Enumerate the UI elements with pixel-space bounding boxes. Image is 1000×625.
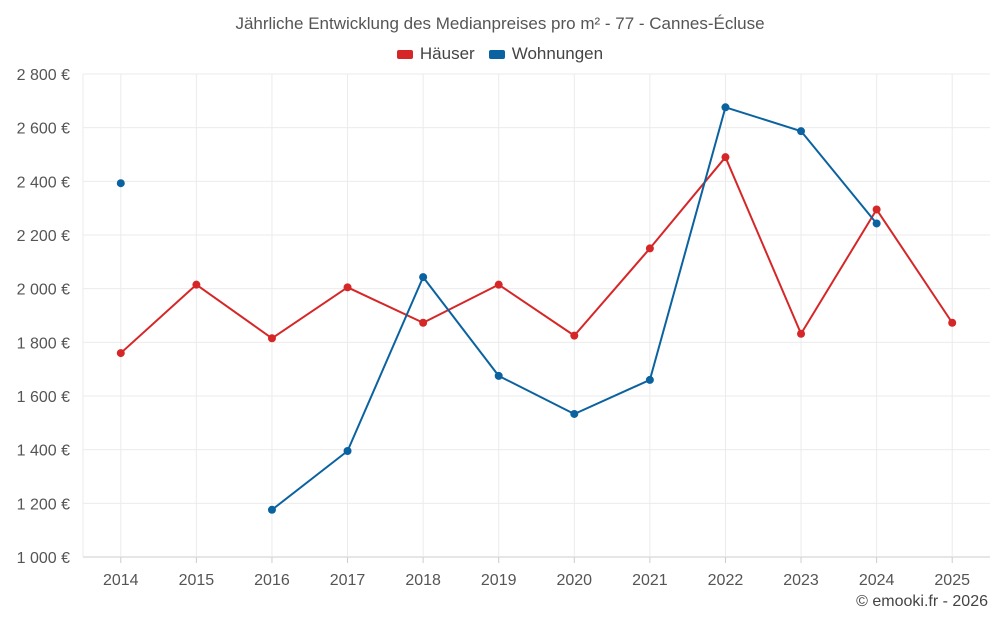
x-tick-label: 2016 [254,572,290,589]
legend-label-haeuser: Häuser [419,44,475,63]
legend-item-haeuser[interactable]: Häuser [396,44,475,64]
data-point-wohnungen [494,371,503,380]
data-point-haeuser [645,244,654,253]
data-point-haeuser [872,205,881,214]
y-tick-label: 2 600 € [17,121,70,138]
chart-legend: Häuser Wohnungen [0,44,1000,64]
data-point-wohnungen [419,273,428,282]
data-point-wohnungen [721,103,730,112]
x-tick-label: 2021 [632,572,668,589]
series-haeuser [116,153,957,358]
y-tick-label: 2 200 € [17,228,70,245]
legend-item-wohnungen[interactable]: Wohnungen [488,44,604,64]
y-tick-label: 2 000 € [17,282,70,299]
y-tick-label: 1 800 € [17,335,70,352]
y-tick-label: 1 200 € [17,496,70,513]
data-point-haeuser [116,349,125,358]
data-point-haeuser [494,280,503,289]
x-tick-label: 2015 [179,572,215,589]
data-point-haeuser [419,318,428,327]
data-point-haeuser [797,329,806,338]
data-point-wohnungen [116,179,125,188]
data-point-wohnungen [645,375,654,384]
y-tick-label: 2 800 € [17,67,70,84]
x-tick-label: 2023 [783,572,819,589]
y-tick-label: 1 000 € [17,550,70,567]
chart-title: Jährliche Entwicklung des Medianpreises … [235,14,765,33]
data-point-haeuser [570,331,579,340]
data-point-haeuser [721,153,730,162]
series-line-haeuser [120,156,954,354]
x-tick-label: 2024 [859,572,895,589]
copyright-notice: © emooki.fr - 2026 [856,593,988,610]
x-tick-label: 2020 [556,572,592,589]
x-tick-label: 2014 [103,572,139,589]
x-tick-label: 2018 [405,572,441,589]
legend-swatch-wohnungen [488,49,505,59]
data-point-wohnungen [797,127,806,136]
y-tick-label: 1 600 € [17,389,70,406]
x-tick-label: 2022 [708,572,744,589]
data-point-wohnungen [267,505,276,514]
data-point-haeuser [948,318,957,327]
data-point-wohnungen [343,447,352,456]
series-wohnungen [116,103,881,514]
data-point-wohnungen [872,219,881,228]
data-point-haeuser [267,334,276,343]
data-point-haeuser [192,280,201,289]
y-tick-label: 2 400 € [17,174,70,191]
x-tick-label: 2025 [934,572,970,589]
legend-label-wohnungen: Wohnungen [511,44,604,63]
x-tick-label: 2017 [330,572,366,589]
legend-swatch-haeuser [396,49,413,59]
y-tick-label: 1 400 € [17,443,70,460]
data-point-haeuser [343,283,352,292]
data-point-wohnungen [570,409,579,418]
x-tick-label: 2019 [481,572,517,589]
